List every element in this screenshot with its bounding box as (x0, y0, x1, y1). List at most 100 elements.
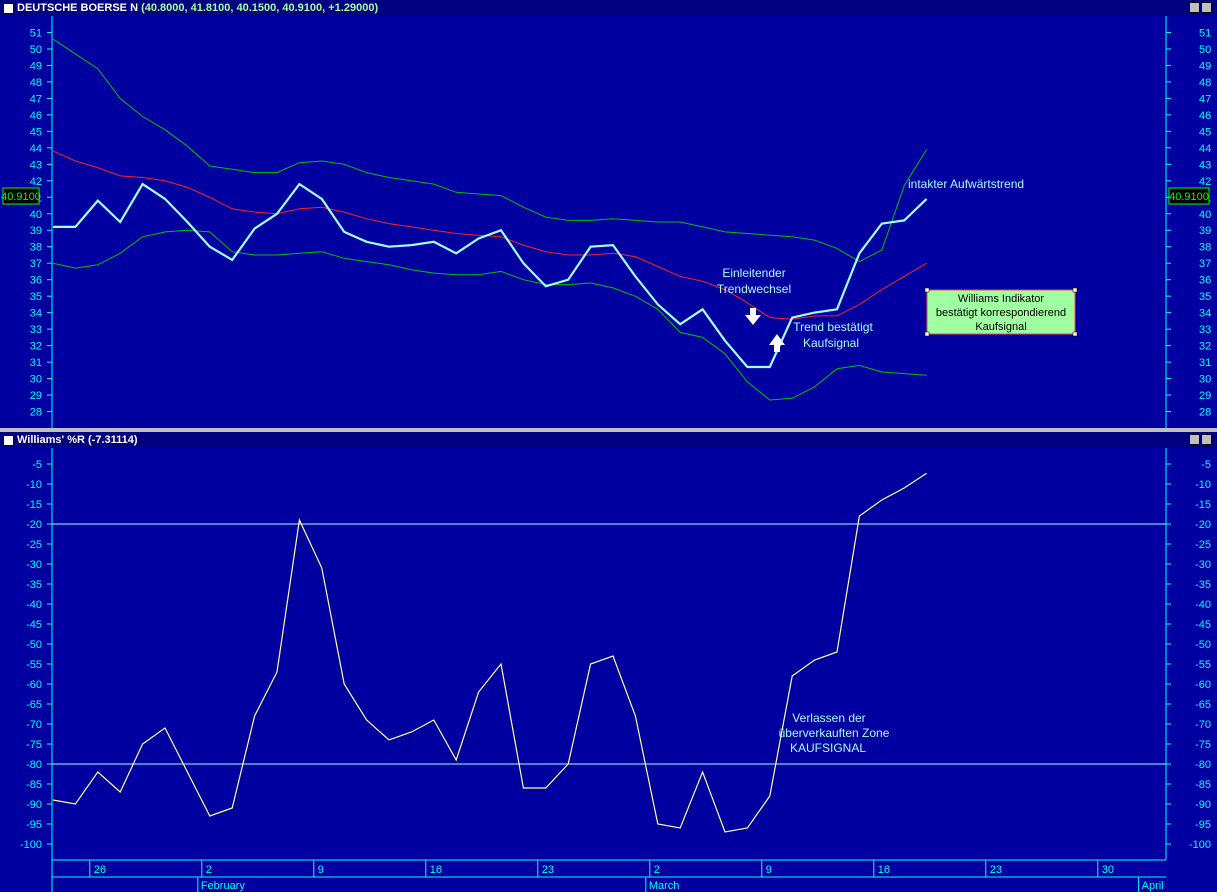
exit-annotation-line1: Verlassen der (792, 711, 865, 725)
y-tick-label: -100 (20, 839, 42, 851)
y-tick-label: 42 (30, 176, 42, 188)
y-tick-label: -90 (1195, 799, 1211, 811)
indicator-panel-title: Williams' %R (17, 434, 85, 446)
x-tick-label: 9 (766, 864, 772, 876)
y-tick-label: -35 (26, 579, 42, 591)
note-box-handle[interactable] (924, 287, 930, 293)
y-tick-label: -90 (26, 799, 42, 811)
y-tick-label: 46 (1199, 110, 1211, 122)
y-tick-label: 38 (1199, 242, 1211, 254)
x-tick-label: 2 (206, 864, 212, 876)
y-tick-label: 49 (30, 60, 42, 72)
last-price-right-label: 40.9100 (1169, 191, 1209, 203)
x-tick-label: 23 (542, 864, 554, 876)
moving-average-line (52, 150, 927, 320)
y-tick-label: -5 (32, 459, 42, 471)
y-tick-label: -70 (26, 719, 42, 731)
y-tick-label: -55 (1195, 659, 1211, 671)
note-box-handle[interactable] (1072, 331, 1078, 337)
y-tick-label: -20 (1195, 519, 1211, 531)
exit-annotation-line3: KAUFSIGNAL (790, 741, 866, 755)
y-tick-label: 28 (30, 407, 42, 419)
y-tick-label: -65 (26, 699, 42, 711)
indicator-panel-titlebar[interactable]: Williams' %R (-7.31114) (0, 432, 1217, 448)
williams-note-box[interactable]: Williams Indikator bestätigt korrespondi… (924, 287, 1078, 337)
panel-divider[interactable] (0, 428, 1217, 432)
y-tick-label: 35 (30, 291, 42, 303)
y-tick-label: 30 (1199, 374, 1211, 386)
x-tick-label: 16 (430, 864, 442, 876)
y-tick-label: 50 (1199, 44, 1211, 56)
y-tick-label: -15 (1195, 499, 1211, 511)
y-tick-label: 36 (30, 275, 42, 287)
panel-menu-icon[interactable] (3, 435, 14, 446)
y-tick-label: 31 (30, 357, 42, 369)
date-axis: 26 2 9 16 23 2 9 16 23 30 February March April (52, 859, 1166, 892)
y-tick-label: 42 (1199, 176, 1211, 188)
y-tick-label: 44 (1199, 143, 1211, 155)
note-box-handle[interactable] (924, 331, 930, 337)
maximize-icon[interactable] (1201, 434, 1212, 445)
x-tick-label: 23 (990, 864, 1002, 876)
note-box-line2: bestätigt korrespondierend (936, 307, 1066, 319)
down-arrow-icon (745, 308, 761, 325)
up-arrow-icon (769, 334, 785, 352)
y-tick-label: 45 (1199, 126, 1211, 138)
williams-chart: -5 -5 -10 -10 -15 -15 -20 -20 -25 -25 -30 -30 -35 -35… (0, 448, 1217, 892)
note-box-line1: Williams Indikator (958, 293, 1045, 305)
y-tick-label: -30 (26, 559, 42, 571)
y-tick-label: 32 (1199, 341, 1211, 353)
y-tick-label: -80 (1195, 759, 1211, 771)
y-tick-label: -45 (1195, 619, 1211, 631)
y-tick-label: -10 (1195, 479, 1211, 491)
indicator-panel-values: (-7.31114) (88, 434, 138, 446)
month-label: March (649, 880, 680, 892)
y-tick-label: 51 (30, 27, 42, 39)
y-tick-label: 33 (1199, 324, 1211, 336)
y-tick-label: 51 (1199, 27, 1211, 39)
confirm-annotation-line1: Trend bestätigt (793, 320, 873, 334)
minimize-icon[interactable] (1189, 2, 1200, 13)
williams-r-line (52, 472, 927, 833)
y-tick-label: 34 (30, 308, 42, 320)
minimize-icon[interactable] (1189, 434, 1200, 445)
y-tick-label: 48 (1199, 77, 1211, 89)
x-tick-label: 16 (878, 864, 890, 876)
y-tick-label: 40 (30, 209, 42, 221)
note-box-handle[interactable] (1072, 287, 1078, 293)
y-tick-label: 44 (30, 143, 42, 155)
y-tick-label: 39 (1199, 225, 1211, 237)
y-tick-label: -80 (26, 759, 42, 771)
y-tick-label: -30 (1195, 559, 1211, 571)
y-tick-label: 34 (1199, 308, 1211, 320)
y-tick-label: -60 (1195, 679, 1211, 691)
y-tick-label: 31 (1199, 357, 1211, 369)
x-tick-label: 2 (654, 864, 660, 876)
y-tick-label: -45 (26, 619, 42, 631)
upper-band-line (52, 38, 928, 263)
panel-menu-icon[interactable] (3, 3, 14, 14)
last-price-tag-left: 40.9100 (1, 187, 41, 205)
month-label: February (201, 880, 246, 892)
exit-annotation-line2: überverkauften Zone (779, 726, 890, 740)
y-tick-label: 29 (1199, 390, 1211, 402)
confirm-annotation-line2: Kaufsignal (803, 336, 859, 350)
y-tick-label: -65 (1195, 699, 1211, 711)
y-tick-label: -10 (26, 479, 42, 491)
y-tick-label: -50 (1195, 639, 1211, 651)
y-tick-label: 47 (1199, 93, 1211, 105)
y-tick-label: -75 (1195, 739, 1211, 751)
y-tick-label: 36 (1199, 275, 1211, 287)
y-tick-label: -50 (26, 639, 42, 651)
williams-chart-background (0, 448, 1217, 892)
y-tick-label: 32 (30, 341, 42, 353)
y-tick-label: -35 (1195, 579, 1211, 591)
price-panel-titlebar[interactable]: DEUTSCHE BOERSE N (40.8000, 41.8100, 40.… (0, 0, 1217, 16)
price-panel-values: (40.8000, 41.8100, 40.1500, 40.9100, +1.… (141, 2, 379, 14)
x-tick-label: 9 (318, 864, 324, 876)
price-panel-title: DEUTSCHE BOERSE N (17, 2, 139, 14)
note-box-line3: Kaufsignal (975, 321, 1026, 333)
y-tick-label: 37 (1199, 258, 1211, 270)
y-tick-label: 33 (30, 324, 42, 336)
maximize-icon[interactable] (1201, 2, 1212, 13)
